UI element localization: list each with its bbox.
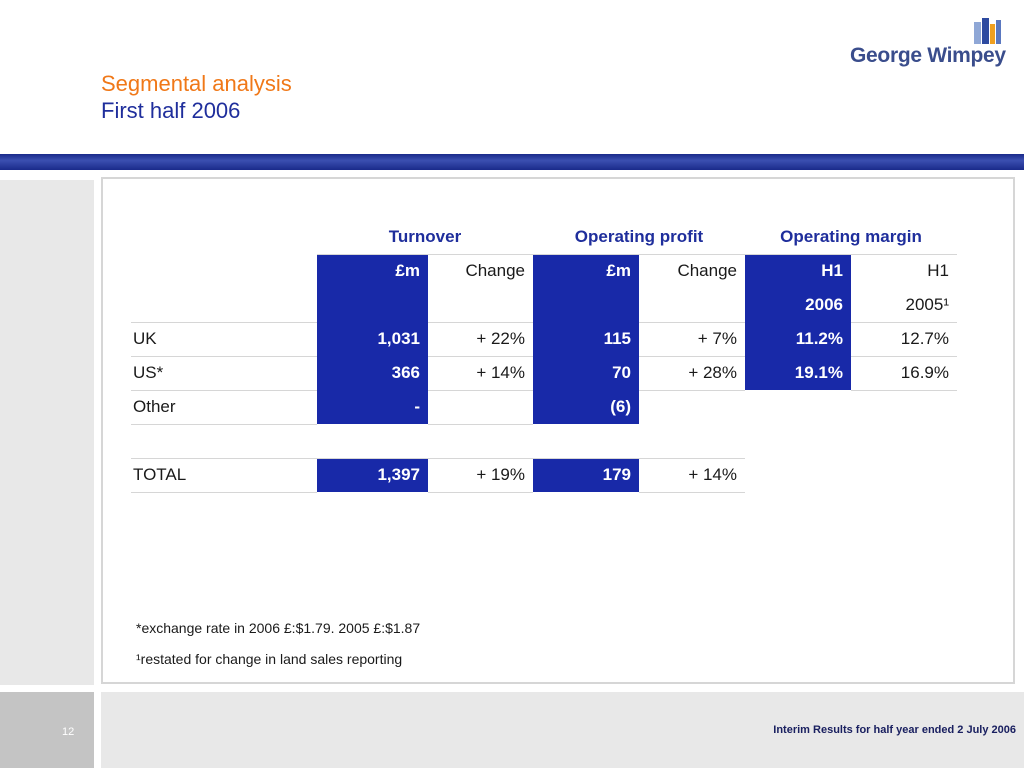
cell-margin-2005: 12.7% (851, 322, 957, 357)
footnote-restated: ¹restated for change in land sales repor… (136, 651, 403, 667)
sub-margin-h1-2006: H1 (745, 254, 851, 288)
table-row-us: US* 366 + 14% 70 + 28% 19.1% 16.9% (131, 356, 957, 391)
cell-profit-change (639, 390, 745, 424)
footnote-exchange-rate: *exchange rate in 2006 £:$1.79. 2005 £:$… (136, 620, 421, 636)
cell-turnover-change (428, 390, 533, 425)
footer-caption: Interim Results for half year ended 2 Ju… (773, 724, 1016, 736)
title-main: Segmental analysis (101, 71, 292, 96)
row-label: UK (131, 322, 317, 357)
cell-turnover: 366 (317, 356, 428, 390)
header-operating-margin: Operating margin (745, 220, 957, 255)
company-logo: George Wimpey (846, 16, 1006, 76)
slide-title: Segmental analysis First half 2006 (101, 70, 292, 124)
row-label: TOTAL (131, 458, 317, 493)
cell-turnover-change: + 14% (428, 356, 533, 391)
cell-profit: 70 (533, 356, 639, 390)
header-operating-profit: Operating profit (533, 220, 745, 255)
header-turnover: Turnover (317, 220, 533, 255)
row-label: Other (131, 390, 317, 425)
cell-turnover: 1,397 (317, 458, 428, 492)
group-header-row: Turnover Operating profit Operating marg… (131, 220, 957, 255)
row-label: US* (131, 356, 317, 391)
sub-turnover-unit: £m (317, 254, 428, 288)
header-banner (0, 154, 1024, 170)
cell-turnover-change: + 19% (428, 458, 533, 493)
sub-year-2005: 2005¹ (851, 288, 957, 323)
title-sub: First half 2006 (101, 98, 241, 123)
header-blank (131, 220, 317, 254)
table-row-uk: UK 1,031 + 22% 115 + 7% 11.2% 12.7% (131, 322, 957, 357)
cell-profit: 115 (533, 322, 639, 356)
sub-profit-unit: £m (533, 254, 639, 288)
cell-margin-2005: 16.9% (851, 356, 957, 391)
cell-profit-change: + 7% (639, 322, 745, 357)
logo-mark-icon (974, 18, 1001, 44)
table-row-total: TOTAL 1,397 + 19% 179 + 14% (131, 458, 957, 493)
subheader-row-1: £m Change £m Change H1 H1 (131, 254, 957, 288)
cell-margin-2006 (745, 390, 851, 424)
cell-profit: 179 (533, 458, 639, 492)
cell-profit-change: + 28% (639, 356, 745, 391)
subheader-row-2: 2006 2005¹ (131, 288, 957, 323)
table-spacer-row (131, 424, 957, 459)
cell-profit-change: + 14% (639, 458, 745, 493)
cell-turnover: 1,031 (317, 322, 428, 356)
logo-text: George Wimpey (850, 44, 1006, 67)
sub-profit-change: Change (677, 261, 737, 281)
sub-margin-h1-2005: H1 (927, 261, 949, 281)
cell-turnover: - (317, 390, 428, 424)
cell-margin-2005 (851, 390, 957, 424)
cell-turnover-change: + 22% (428, 322, 533, 357)
sub-turnover-change: Change (465, 261, 525, 281)
sub-year-2006: 2006 (745, 288, 851, 322)
table-row-other: Other - (6) (131, 390, 957, 425)
footer-left-block (0, 692, 94, 768)
segment-table: Turnover Operating profit Operating marg… (131, 220, 957, 493)
footer-bar (101, 692, 1024, 768)
cell-margin-2006: 11.2% (745, 322, 851, 356)
cell-profit: (6) (533, 390, 639, 424)
left-panel (0, 180, 94, 685)
page-number: 12 (62, 726, 75, 738)
cell-margin-2006: 19.1% (745, 356, 851, 390)
